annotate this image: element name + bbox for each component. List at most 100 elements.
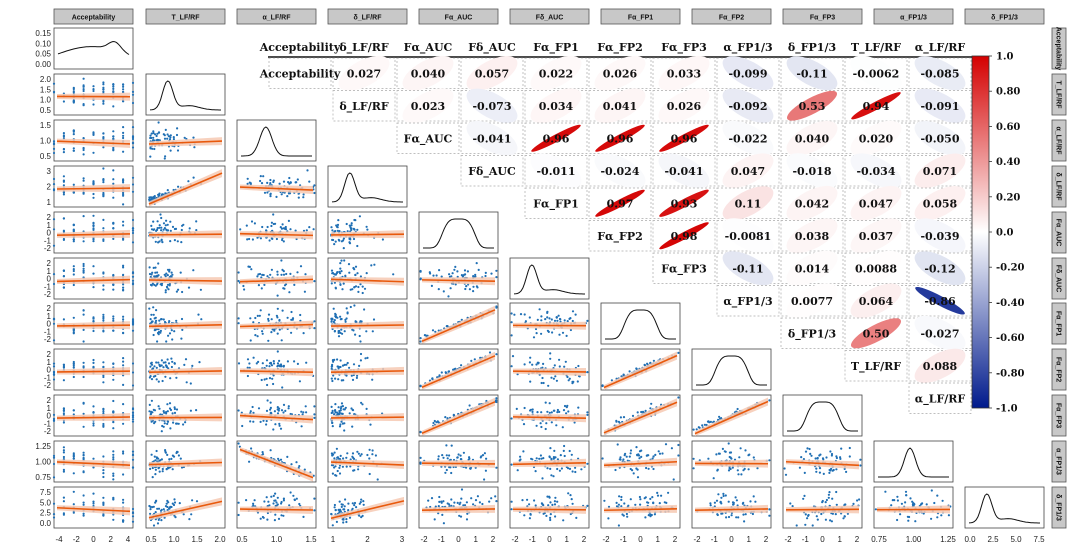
scatter-point xyxy=(466,270,469,273)
scatter-point xyxy=(555,424,558,427)
corr-column-header-t-lf-rf: T_LF/RF xyxy=(851,41,901,55)
panel-delta-fp1-3-vs-falpha-fp3 xyxy=(782,486,863,529)
scatter-point xyxy=(352,237,356,241)
scatter-point xyxy=(532,336,536,339)
scatter-point xyxy=(624,452,627,455)
scatter-point xyxy=(131,190,135,193)
scatter-point xyxy=(510,417,513,420)
corr-row-label-cell xyxy=(268,57,332,89)
corr-value: 0.042 xyxy=(795,197,829,210)
scatter-point xyxy=(112,474,115,477)
panel-falpha-auc-vs-alpha-lf-rf xyxy=(236,211,317,254)
density-curve xyxy=(787,401,858,432)
scatter-point xyxy=(365,407,368,410)
scatter-point xyxy=(563,404,567,408)
corr-value: 0.93 xyxy=(671,197,698,210)
scatter-point xyxy=(490,272,493,275)
scatter-point xyxy=(722,492,725,495)
scatter-point xyxy=(131,384,135,387)
scatter-point xyxy=(756,467,759,470)
colorbar-tick-label: 0.60 xyxy=(996,122,1020,133)
scatter-point xyxy=(102,102,105,105)
scatter-point xyxy=(577,406,580,409)
scatter-point xyxy=(161,470,164,473)
scatter-point xyxy=(554,515,557,518)
scatter-point xyxy=(154,459,157,462)
scatter-point xyxy=(345,520,348,524)
scatter-point xyxy=(159,459,162,462)
scatter-point xyxy=(449,466,452,469)
corr-cell-frame xyxy=(460,90,524,122)
corr-row-label-falpha-fp2: Fα_FP2 xyxy=(597,230,643,244)
scatter-point xyxy=(265,359,269,362)
scatter-point xyxy=(237,322,240,325)
scatter-point xyxy=(169,134,172,137)
scatter-point xyxy=(536,318,539,321)
scatter-point xyxy=(896,518,899,522)
scatter-point xyxy=(336,271,339,274)
panel-alpha-fp1-3-vs-delta-lf-rf xyxy=(327,440,408,483)
scatter-point xyxy=(280,502,283,505)
scatter-point xyxy=(122,181,125,184)
colorbar-tick-label: 0.20 xyxy=(996,192,1020,203)
row-strip-alpha-fp1-3 xyxy=(1051,440,1067,483)
scatter-point xyxy=(304,273,307,276)
y-tick-label: 1.0 xyxy=(40,137,52,146)
scatter-point xyxy=(540,457,543,460)
scatter-point xyxy=(149,365,152,368)
panel-delta-fp1-3-vs-acceptability xyxy=(52,486,135,529)
scatter-point xyxy=(178,502,181,505)
scatter-point xyxy=(298,380,301,383)
scatter-point xyxy=(330,405,333,408)
scatter-point xyxy=(603,499,606,502)
scatter-point xyxy=(936,494,939,497)
scatter-point xyxy=(82,179,85,182)
panel-delta-lf-rf-vs-acceptability xyxy=(52,165,135,208)
scatter-point xyxy=(638,495,642,499)
scatter-point xyxy=(52,362,56,365)
scatter-point xyxy=(254,334,257,337)
scatter-point xyxy=(266,383,269,387)
scatter-point xyxy=(62,449,65,452)
scatter-point xyxy=(332,238,335,242)
scatter-point xyxy=(156,132,159,135)
scatter-point xyxy=(352,363,356,366)
scatter-point xyxy=(629,449,633,452)
scatter-point xyxy=(52,513,56,516)
scatter-point xyxy=(159,329,162,332)
scatter-point xyxy=(842,517,845,520)
scatter-point xyxy=(510,321,513,324)
x-tick-label: 2 xyxy=(109,535,114,544)
scatter-point xyxy=(52,244,56,247)
scatter-point xyxy=(92,240,95,243)
row-strip-alpha-lf-rf xyxy=(1051,119,1067,162)
column-strip-label: δ_LF/RF xyxy=(354,15,383,22)
scatter-point xyxy=(343,330,346,333)
density-curve xyxy=(423,218,494,249)
scatter-point xyxy=(614,468,617,472)
scatter-point xyxy=(72,332,75,335)
scatter-point xyxy=(658,452,662,455)
scatter-point xyxy=(896,499,900,502)
corr-cell-acceptability-falpha-fp3: 0.033 xyxy=(652,55,716,91)
scatter-point xyxy=(334,403,337,406)
scatter-point xyxy=(342,457,345,460)
scatter-point xyxy=(752,456,755,459)
scatter-point xyxy=(152,313,155,316)
scatter-point xyxy=(825,456,828,459)
column-strip-label: Fα_FP2 xyxy=(719,15,744,22)
scatter-point xyxy=(166,189,169,192)
scatter-point xyxy=(160,430,163,433)
corr-row-label-acceptability: Acceptability xyxy=(259,67,341,80)
scatter-point xyxy=(122,100,125,103)
scatter-point xyxy=(535,363,538,366)
scatter-point xyxy=(546,310,549,313)
scatter-point xyxy=(52,322,56,325)
corr-cell-fdelta-auc-falpha-fp1: -0.011 xyxy=(524,153,588,189)
corr-cell-falpha-auc-falpha-fp2: 0.96 xyxy=(588,122,652,154)
scatter-point xyxy=(495,306,498,309)
scatter-point xyxy=(281,386,284,389)
column-strip-label: δ_FP1/3 xyxy=(991,15,1018,22)
scatter-point xyxy=(131,319,135,322)
scatter-point xyxy=(353,504,356,507)
